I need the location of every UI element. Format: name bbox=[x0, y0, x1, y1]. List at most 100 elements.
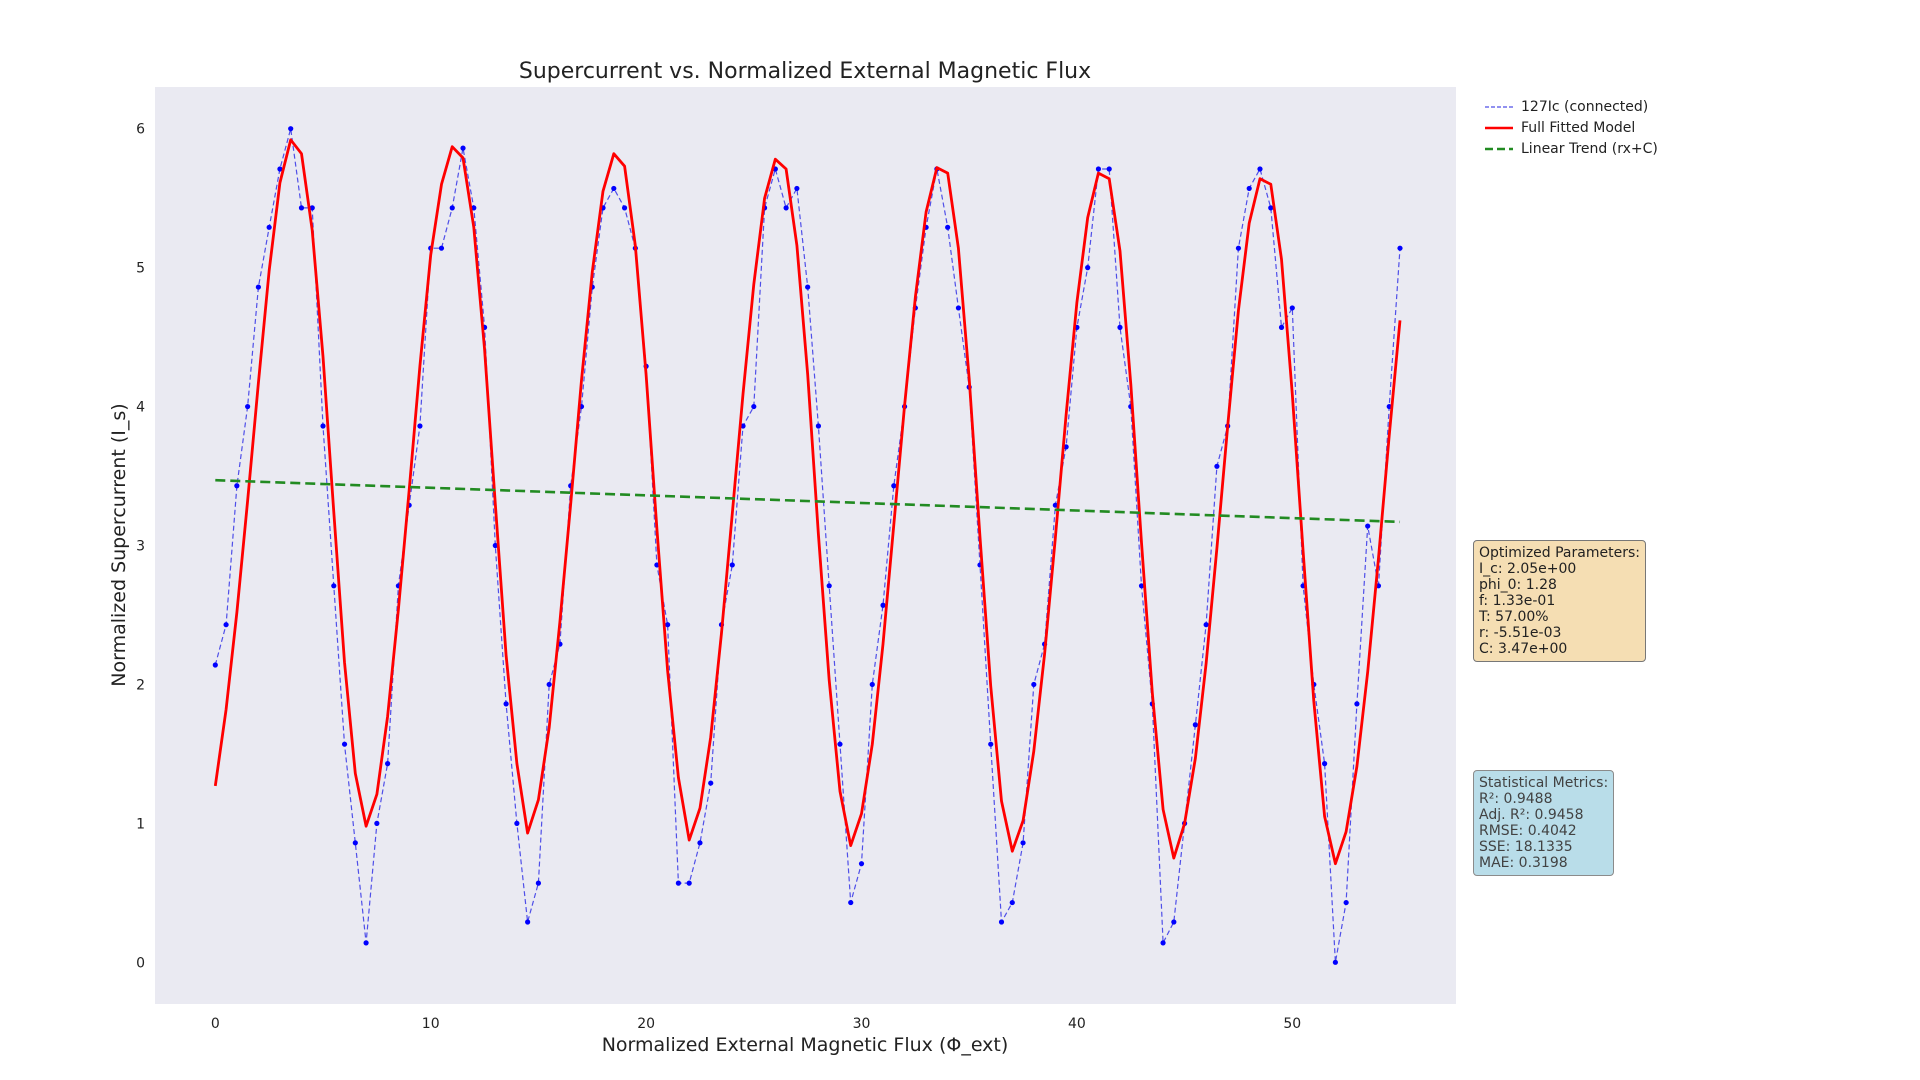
metric-r2: R²: 0.9488 bbox=[1479, 791, 1553, 807]
data-point bbox=[1020, 840, 1026, 846]
param-phi0: phi_0: 1.28 bbox=[1479, 577, 1557, 593]
data-point bbox=[1160, 940, 1166, 946]
data-point bbox=[837, 741, 843, 747]
data-point bbox=[1138, 583, 1145, 589]
data-point bbox=[1214, 463, 1220, 469]
data-point bbox=[1106, 166, 1112, 172]
data-point bbox=[298, 205, 305, 211]
data-point bbox=[740, 423, 746, 429]
data-point bbox=[955, 305, 962, 311]
data-point bbox=[331, 583, 337, 589]
y-tick-label: 4 bbox=[136, 400, 145, 416]
data-point bbox=[1171, 919, 1177, 925]
data-point bbox=[783, 205, 789, 211]
data-point bbox=[826, 583, 832, 589]
y-tick-label: 3 bbox=[136, 539, 145, 555]
data-point bbox=[988, 741, 994, 747]
data-point bbox=[266, 224, 272, 230]
data-point bbox=[503, 701, 509, 707]
data-point bbox=[1235, 245, 1242, 251]
data-point bbox=[1365, 523, 1371, 529]
metric-mae: MAE: 0.3198 bbox=[1479, 855, 1568, 871]
chart-title: Supercurrent vs. Normalized External Mag… bbox=[519, 59, 1091, 84]
data-point bbox=[869, 681, 875, 688]
data-point bbox=[697, 840, 703, 846]
x-tick-label: 30 bbox=[853, 1016, 871, 1032]
data-point bbox=[1289, 305, 1295, 311]
data-point bbox=[1257, 166, 1263, 172]
data-point bbox=[945, 224, 951, 230]
data-point bbox=[815, 423, 822, 429]
x-axis-label: Normalized External Magnetic Flux (Φ_ext… bbox=[602, 1034, 1009, 1056]
data-point bbox=[1332, 959, 1338, 965]
y-tick-labels: 0 1 2 3 4 5 6 bbox=[136, 122, 145, 972]
data-point bbox=[277, 166, 283, 172]
data-point bbox=[385, 761, 391, 767]
x-tick-label: 0 bbox=[211, 1016, 220, 1032]
data-point bbox=[341, 741, 348, 747]
data-point bbox=[1117, 324, 1123, 330]
x-tick-label: 40 bbox=[1068, 1016, 1086, 1032]
metric-rmse: RMSE: 0.4042 bbox=[1479, 823, 1577, 839]
param-ic: I_c: 2.05e+00 bbox=[1479, 561, 1577, 577]
data-point bbox=[858, 861, 865, 867]
optimized-parameters-box: Optimized Parameters: I_c: 2.05e+00 phi_… bbox=[1473, 540, 1646, 662]
legend: 127Ic (connected) Full Fitted Model Line… bbox=[1485, 96, 1658, 159]
data-point bbox=[460, 145, 466, 151]
series-layer bbox=[212, 126, 1403, 965]
metric-adj-r2: Adj. R²: 0.9458 bbox=[1479, 807, 1584, 823]
data-point bbox=[1095, 166, 1102, 172]
param-r: r: -5.51e-03 bbox=[1479, 625, 1562, 641]
data-point bbox=[245, 403, 251, 410]
statistical-metrics-box: Statistical Metrics: R²: 0.9488 Adj. R²:… bbox=[1473, 770, 1615, 876]
data-point bbox=[621, 205, 628, 211]
data-point bbox=[1246, 185, 1252, 192]
data-point bbox=[1397, 245, 1403, 251]
data-point bbox=[1085, 265, 1091, 271]
param-t: T: 57.00% bbox=[1479, 609, 1549, 625]
legend-label-data: 127Ic (connected) bbox=[1521, 98, 1649, 115]
data-point bbox=[449, 205, 455, 211]
x-tick-label: 10 bbox=[422, 1016, 440, 1032]
data-point bbox=[234, 483, 240, 489]
data-point bbox=[1009, 899, 1015, 906]
data-point bbox=[471, 205, 477, 211]
legend-item-trend: Linear Trend (rx+C) bbox=[1485, 138, 1658, 159]
data-point bbox=[212, 662, 218, 668]
x-tick-labels: 0 10 20 30 40 50 bbox=[211, 1016, 1301, 1032]
data-point bbox=[611, 185, 617, 192]
x-tick-label: 50 bbox=[1283, 1016, 1301, 1032]
legend-label-trend: Linear Trend (rx+C) bbox=[1521, 140, 1658, 157]
y-tick-label: 1 bbox=[136, 816, 145, 832]
y-tick-label: 2 bbox=[136, 677, 145, 693]
data-point bbox=[805, 284, 811, 290]
y-tick-label: 6 bbox=[136, 122, 145, 138]
plot-area-background bbox=[155, 87, 1456, 1004]
data-point bbox=[363, 940, 369, 946]
data-point bbox=[794, 185, 800, 192]
params-title: Optimized Parameters: bbox=[1479, 545, 1640, 561]
x-tick-label: 20 bbox=[637, 1016, 655, 1032]
data-point bbox=[309, 205, 315, 211]
series-line-trend bbox=[215, 478, 1401, 524]
data-point bbox=[288, 126, 294, 132]
y-tick-label: 0 bbox=[136, 955, 145, 971]
data-point bbox=[223, 622, 229, 628]
data-point bbox=[1343, 899, 1349, 906]
legend-swatch-blue-dashed bbox=[1485, 105, 1513, 108]
legend-item-fit: Full Fitted Model bbox=[1485, 117, 1658, 138]
data-point bbox=[998, 919, 1005, 925]
data-point bbox=[675, 880, 682, 886]
data-point bbox=[255, 284, 261, 290]
data-point bbox=[1192, 722, 1198, 728]
metrics-title: Statistical Metrics: bbox=[1479, 775, 1609, 791]
data-point bbox=[729, 562, 735, 568]
data-point bbox=[514, 820, 520, 826]
data-point bbox=[1322, 761, 1328, 767]
metric-sse: SSE: 18.1335 bbox=[1479, 839, 1573, 855]
data-point bbox=[751, 403, 757, 410]
data-point bbox=[880, 602, 886, 608]
param-f: f: 1.33e-01 bbox=[1479, 593, 1556, 609]
data-point bbox=[492, 542, 498, 549]
